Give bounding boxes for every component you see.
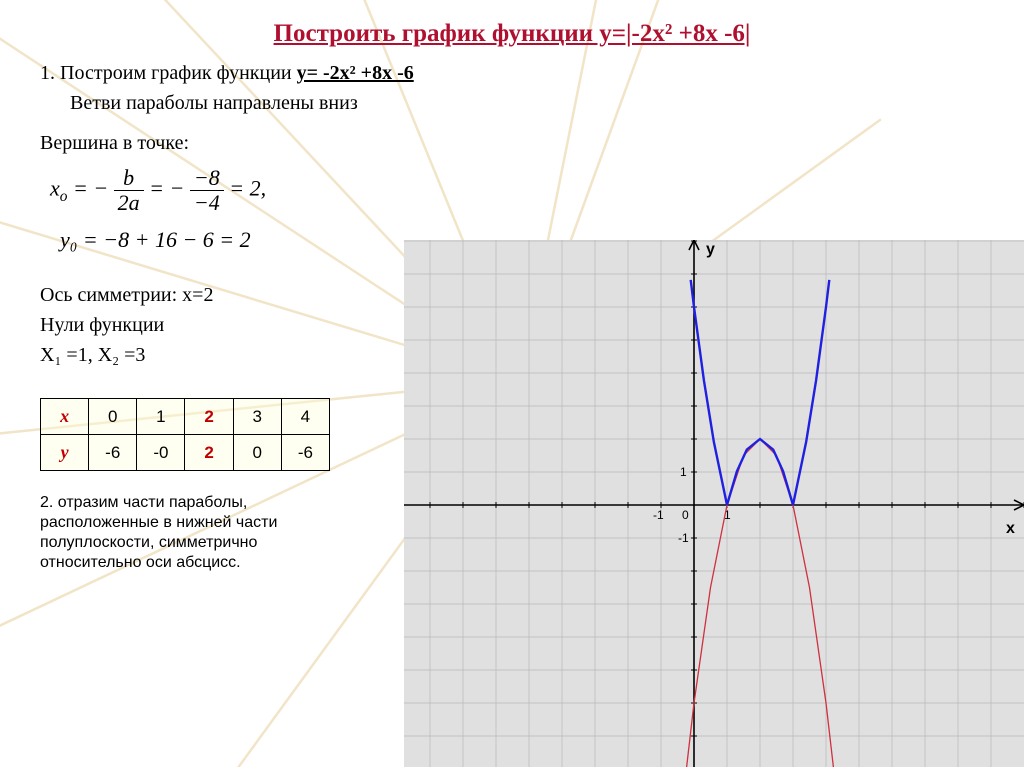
svg-text:-1: -1 xyxy=(653,508,664,522)
svg-text:0: 0 xyxy=(682,508,689,522)
table-cell: 4 xyxy=(281,399,329,435)
table-cell: -6 xyxy=(281,435,329,471)
svg-text:y: y xyxy=(706,241,715,258)
table-cell: 0 xyxy=(233,435,281,471)
svg-text:1: 1 xyxy=(680,465,687,479)
step1-prefix: 1. Построим график функции xyxy=(40,62,297,84)
table-cell: 0 xyxy=(89,399,137,435)
table-cell: -6 xyxy=(89,435,137,471)
table-row-y: y -6 -0 2 0 -6 xyxy=(41,435,330,471)
table-cell: -0 xyxy=(137,435,185,471)
table-cell: 1 xyxy=(137,399,185,435)
table-cell-vertex: 2 xyxy=(185,435,233,471)
table-cell: 3 xyxy=(233,399,281,435)
values-table: x 0 1 2 3 4 y -6 -0 2 0 -6 xyxy=(40,398,330,471)
step1-function: y= -2x² +8x -6 xyxy=(297,62,414,84)
branches-text: Ветви параболы направлены вниз xyxy=(40,88,984,118)
chart-svg: 1-11-10xy xyxy=(404,240,1024,767)
function-chart: 1-11-10xy xyxy=(404,240,1024,767)
table-header-y: y xyxy=(41,435,89,471)
vertex-label: Вершина в точке: xyxy=(40,128,984,158)
step1-intro: 1. Построим график функции y= -2x² +8x -… xyxy=(40,58,984,88)
svg-text:x: x xyxy=(1006,520,1015,537)
step2-note: 2. отразим части параболы, расположенные… xyxy=(40,493,340,573)
formula-x0: xo = − b2a = − −8−4 = 2, xyxy=(50,166,984,215)
table-cell-vertex: 2 xyxy=(185,399,233,435)
page-title: Построить график функции y=|-2x² +8x -6| xyxy=(0,0,1024,58)
values-table-wrap: x 0 1 2 3 4 y -6 -0 2 0 -6 xyxy=(40,398,330,471)
table-row-x: x 0 1 2 3 4 xyxy=(41,399,330,435)
svg-text:-1: -1 xyxy=(678,531,689,545)
table-header-x: x xyxy=(41,399,89,435)
